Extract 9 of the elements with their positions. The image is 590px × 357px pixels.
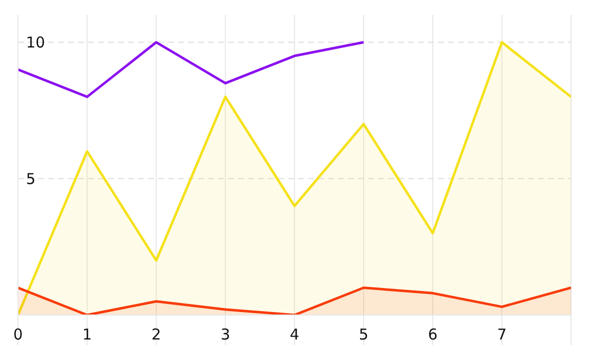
x-tick-label: 4 xyxy=(290,326,300,344)
x-tick-label: 1 xyxy=(82,326,92,344)
x-tick-label: 3 xyxy=(220,326,230,344)
x-tick-label: 2 xyxy=(151,326,162,344)
x-tick-label: 7 xyxy=(497,326,507,344)
x-tick-label: 6 xyxy=(428,326,438,344)
x-tick-label: 5 xyxy=(358,326,368,344)
y-tick-label: 10 xyxy=(26,34,46,52)
x-tick-label: 0 xyxy=(13,326,23,344)
